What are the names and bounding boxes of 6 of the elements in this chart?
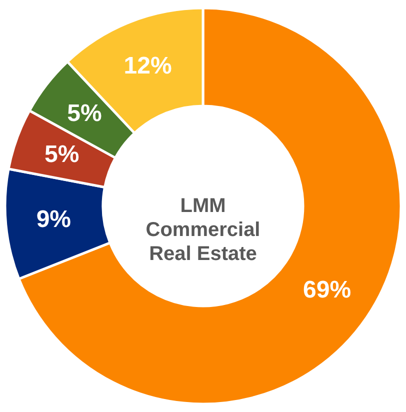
data-label: 5% (67, 100, 102, 128)
data-label: 9% (36, 206, 72, 234)
data-label: 5% (44, 141, 80, 168)
data-label: 69% (303, 276, 352, 304)
text: LMM Commercial Real Estate (146, 195, 260, 265)
data-label: 12% (124, 52, 172, 80)
